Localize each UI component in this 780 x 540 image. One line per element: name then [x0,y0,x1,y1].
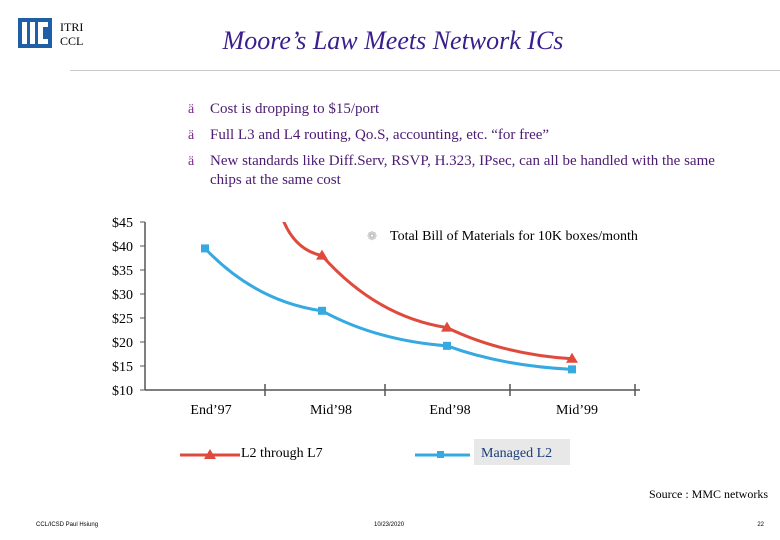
footer-page-number: 22 [757,522,764,528]
y-tick-label: $20 [112,336,133,351]
x-tick-label: End’98 [429,403,470,418]
source-note: Source : MMC networks [649,487,768,501]
arrow-bullet-icon: ä [188,154,195,169]
legend-swatch-marker [437,451,444,458]
org-line-1: ITRI [60,20,84,34]
bullet-text: Cost is dropping to $15/port [210,101,380,117]
data-point [443,341,451,350]
bullet-list: ä Cost is dropping to $15/port ä Full L3… [188,100,748,197]
y-tick-label: $40 [112,240,133,255]
x-tick-label: End’97 [190,403,231,418]
arrow-bullet-icon: ä [188,102,195,117]
bullet-item: ä Full L3 and L4 routing, Qo.S, accounti… [188,126,748,145]
org-line-2: CCL [60,34,84,48]
org-label: ITRI CCL [60,20,83,48]
data-point [318,306,326,315]
bullet-text: Full L3 and L4 routing, Qo.S, accounting… [210,127,550,143]
x-tick-label: Mid’99 [556,403,598,418]
arrow-bullet-icon: ä [188,128,195,143]
bullet-item: ä New standards like Diff.Serv, RSVP, H.… [188,152,748,190]
y-tick-label: $30 [112,288,133,303]
y-tick-label: $15 [112,360,133,375]
y-tick-label: $45 [112,216,133,231]
data-point [316,249,328,260]
y-tick-label: $35 [112,264,133,279]
data-point [566,352,578,363]
legend-label: L2 through L7 [241,446,323,461]
series-line [203,247,573,371]
footer-date: 10/23/2020 [374,522,405,528]
slide-title: Moore’s Law Meets Network ICs [222,26,564,55]
legend-label: Managed L2 [481,446,552,461]
data-point [568,365,576,374]
legend-label-background [474,439,570,465]
bullet-text: New standards like Diff.Serv, RSVP, H.32… [210,153,715,188]
itri-logo-icon [18,18,52,48]
chart-title: Total Bill of Materials for 10K boxes/mo… [390,229,638,244]
chart-title-bullet-icon: ❁ [367,229,377,243]
y-tick-label: $10 [112,384,133,399]
data-point [441,321,453,332]
legend-swatch-marker [204,449,216,459]
y-tick-label: $25 [112,312,133,327]
title-divider [70,70,780,71]
x-tick-label: Mid’98 [310,403,352,418]
series-line [282,222,573,361]
data-point [201,244,209,253]
bullet-item: ä Cost is dropping to $15/port [188,100,748,119]
footer-author: CCL/ICSD Paul Hsiung [36,522,99,528]
